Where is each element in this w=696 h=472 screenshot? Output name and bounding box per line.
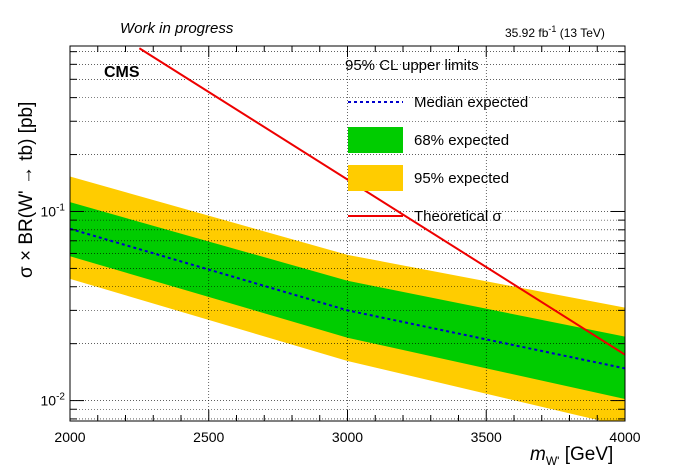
y-axis-title: σ × BR(W' → tb) [pb] <box>16 101 37 278</box>
x-axis-title: mW' [GeV] <box>530 444 613 468</box>
status-label: Work in progress <box>120 20 234 37</box>
lumi-value: 35.92 fb <box>505 26 549 40</box>
legend-label-3: 95% expected <box>414 170 509 187</box>
legend-label-2: 68% expected <box>414 132 509 149</box>
x-axis-symbol: m <box>530 444 546 465</box>
x-axis-subscript: W' <box>545 453 560 468</box>
median-expected-line <box>70 227 625 370</box>
x-tick-label: 3000 <box>332 429 363 445</box>
legend-title: 95% CL upper limits <box>345 57 479 74</box>
x-tick-label: 2000 <box>54 429 85 445</box>
x-tick-label: 3500 <box>471 429 502 445</box>
y-tick-label: 10-1 <box>41 202 66 219</box>
experiment-label: CMS <box>104 64 140 81</box>
y-tick-label: 10-2 <box>41 392 66 409</box>
x-tick-label: 2500 <box>193 429 224 445</box>
legend-swatch-3 <box>348 165 403 191</box>
lumi-energy: (13 TeV) <box>559 26 605 40</box>
theoretical-line <box>138 47 625 356</box>
x-tick-label: 4000 <box>609 429 640 445</box>
lumi-exponent: -1 <box>548 24 557 34</box>
legend-label-4: Theoretical σ <box>414 208 502 225</box>
luminosity-label: 35.92 fb-1 (13 TeV) <box>505 24 605 40</box>
y-axis-title-container: σ × BR(W' → tb) [pb] <box>8 48 38 278</box>
legend-swatch-2 <box>348 127 403 153</box>
legend-label-1: Median expected <box>414 94 528 111</box>
x-axis-unit: [GeV] <box>564 444 614 465</box>
